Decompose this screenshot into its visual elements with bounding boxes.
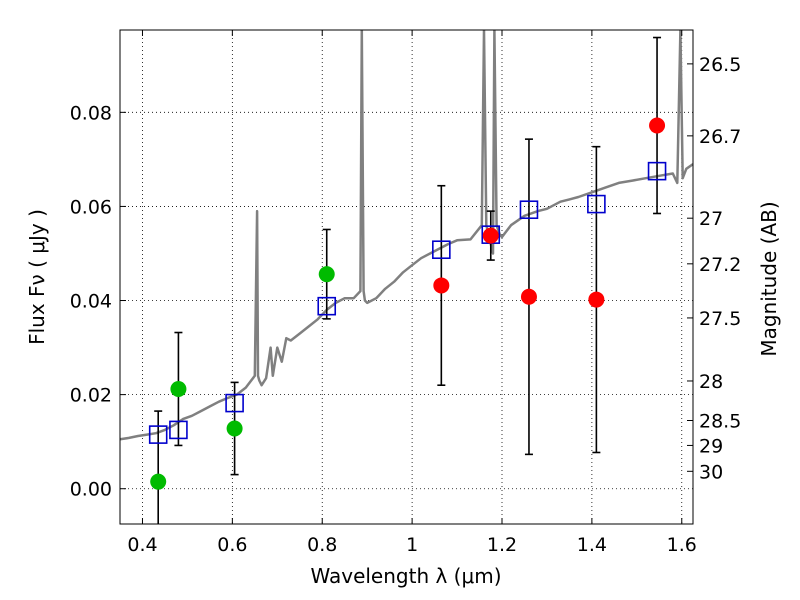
- y2-tick-label: 27: [699, 208, 723, 230]
- photometry-point: [482, 227, 499, 244]
- y2-tick-label: 26.5: [699, 54, 741, 76]
- y2-tick-label: 27.2: [699, 254, 741, 276]
- model-flux-square: [148, 425, 168, 444]
- photometry-point: [649, 117, 666, 134]
- model-flux-square: [587, 194, 606, 214]
- axis-ticks: 0.4 0.6 0.8 1 1.2 1.4 1.6 0.00 0.02 0.04 0.06 0.08 2…: [70, 30, 741, 556]
- model-flux-square: [432, 240, 451, 260]
- y2-tick-label: 28.5: [699, 410, 741, 432]
- y2-axis-label: Magnitude (AB): [757, 201, 781, 356]
- x-tick-label: 1: [406, 534, 418, 556]
- y2-tick-label: 28: [699, 371, 723, 393]
- x-tick-label: 0.6: [217, 534, 247, 556]
- y2-tick-label: 26.7: [699, 126, 741, 148]
- model-flux-square: [519, 200, 539, 220]
- spectrum-layer: [120, 30, 693, 441]
- photometry-point: [520, 288, 537, 305]
- x-tick-label: 0.4: [127, 534, 157, 556]
- photometry-point: [433, 277, 450, 294]
- y2-tick-label: 29: [699, 435, 723, 457]
- markers: [148, 117, 667, 490]
- y-tick-label: 0.06: [70, 196, 112, 218]
- photometry-point: [318, 266, 335, 283]
- y-tick-label: 0.00: [70, 479, 112, 501]
- photometry-point: [150, 473, 167, 490]
- model-flux-square: [317, 296, 337, 316]
- x-axis-label: Wavelength λ (μm): [310, 564, 501, 588]
- model-flux-square: [225, 393, 244, 413]
- plot-frame: [119, 29, 694, 525]
- photometry-point: [226, 420, 243, 437]
- y-tick-label: 0.02: [70, 385, 112, 407]
- x-tick-label: 1.6: [667, 534, 697, 556]
- y-tick-label: 0.08: [70, 102, 112, 124]
- model-flux-square: [647, 161, 667, 181]
- y-axis-label: Flux Fν ( μJy ): [25, 209, 49, 345]
- photometry-point: [170, 380, 187, 397]
- x-tick-label: 0.8: [307, 534, 337, 556]
- y2-tick-label: 27.5: [699, 308, 741, 330]
- photometry-point: [588, 291, 605, 308]
- x-tick-label: 1.4: [577, 534, 607, 556]
- model-flux-square: [169, 420, 188, 440]
- spectrum-line: [120, 30, 693, 441]
- y-tick-label: 0.04: [70, 291, 112, 313]
- x-tick-label: 1.2: [487, 534, 517, 556]
- y2-tick-label: 30: [699, 461, 723, 483]
